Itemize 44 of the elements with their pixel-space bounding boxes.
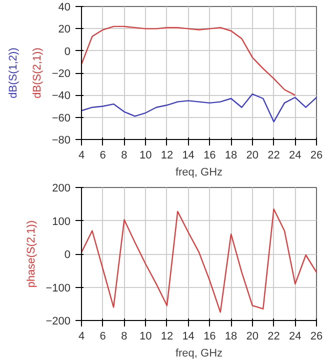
x-tick-label: 14	[182, 330, 194, 342]
text: dB(S(1,2))	[8, 48, 20, 98]
x-tick-label: 12	[160, 150, 174, 162]
x-tick-label: 22	[268, 150, 280, 162]
text: phase(S(2,1))	[26, 220, 38, 288]
x-tick-label: 24	[289, 150, 302, 162]
x-tick-label: 18	[224, 150, 238, 162]
x-tick-label: 22	[268, 330, 280, 342]
y-tick-label: −20	[52, 68, 71, 80]
line-series	[82, 26, 296, 96]
y-tick-label: 100	[52, 216, 71, 228]
y-tick-label: 0	[64, 46, 71, 58]
line-series	[82, 93, 316, 122]
y-tick-label: −80	[52, 134, 71, 146]
y-tick-label: 0	[64, 249, 71, 261]
x-tick-label: 4	[78, 150, 85, 162]
x-tick-label: 20	[246, 330, 259, 342]
y-tick-label: −200	[46, 316, 71, 328]
y-tick-label: 40	[58, 2, 71, 14]
text: dB(S(2,1))	[32, 48, 44, 98]
x-tick-label: 12	[160, 330, 174, 342]
x-tick-label: 20	[246, 150, 259, 162]
line-series	[82, 208, 316, 313]
x-tick-label: 24	[289, 330, 302, 342]
x-axis-title: freq, GHz	[175, 348, 223, 360]
y-tick-label: −100	[46, 282, 71, 294]
x-tick-label: 16	[204, 150, 216, 162]
y-tick-label: 20	[58, 24, 71, 36]
x-tick-label: 14	[182, 150, 194, 162]
x-tick-label: 26	[310, 150, 323, 162]
x-tick-label: 26	[310, 330, 323, 342]
y-tick-label: −60	[52, 112, 71, 124]
x-tick-label: 8	[121, 150, 128, 162]
x-axis-title: freq, GHz	[175, 166, 223, 178]
x-tick-label: 6	[100, 330, 106, 342]
x-tick-label: 18	[224, 330, 238, 342]
x-tick-label: 16	[204, 330, 216, 342]
x-tick-label: 10	[139, 330, 152, 342]
y-tick-label: 200	[52, 182, 71, 194]
x-tick-label: 4	[78, 330, 85, 342]
x-tick-label: 6	[100, 150, 106, 162]
x-tick-label: 8	[121, 330, 128, 342]
x-tick-label: 10	[139, 150, 152, 162]
y-tick-label: −40	[52, 90, 71, 102]
